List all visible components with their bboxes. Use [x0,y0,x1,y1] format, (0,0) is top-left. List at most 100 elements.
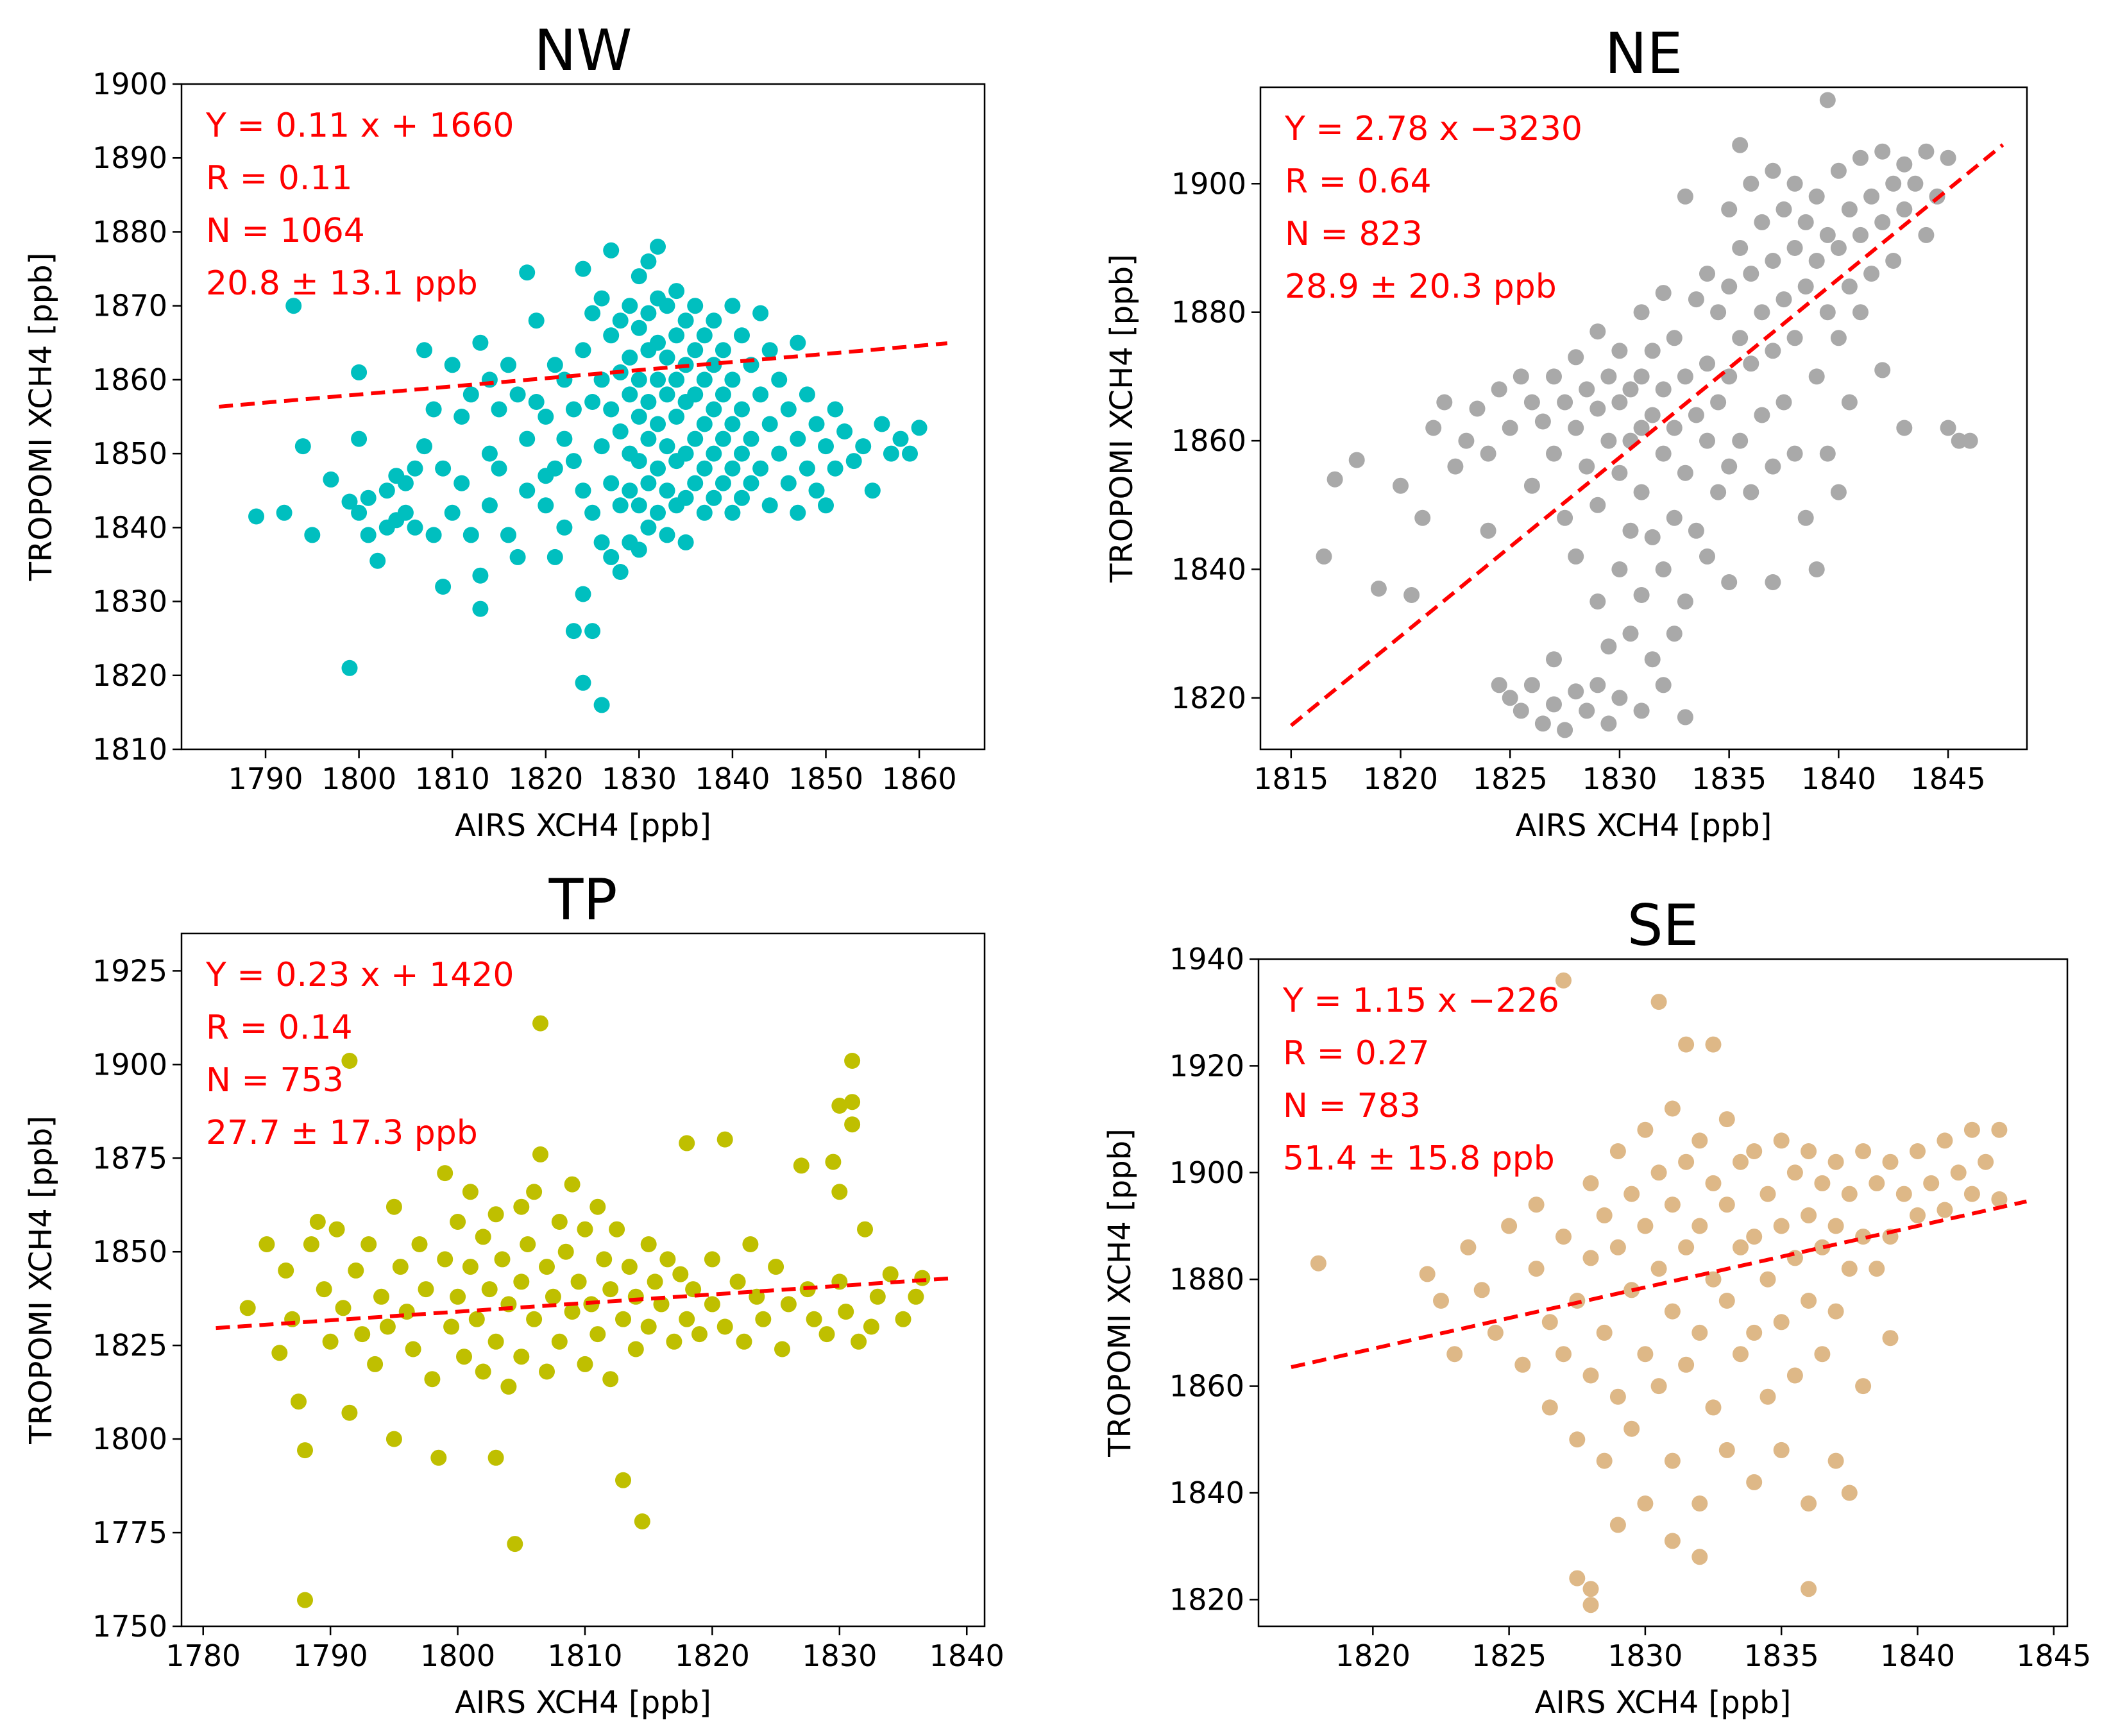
data-point [640,519,657,536]
data-point [291,1393,307,1410]
data-point [500,527,516,543]
x-tick-label: 1815 [1253,762,1328,796]
data-point [696,327,713,344]
data-point [1841,278,1858,295]
data-point [1568,683,1584,700]
data-point [1786,445,1803,462]
data-point [547,549,563,565]
data-point [687,386,704,403]
x-tick-label: 1820 [1335,1638,1411,1673]
data-point [1841,1261,1858,1277]
data-point [1600,638,1617,655]
y-tick-label: 1800 [92,1422,167,1456]
x-tick-label: 1840 [1880,1638,1955,1673]
data-point [715,475,731,491]
data-point [1664,1533,1681,1549]
data-point [1841,201,1858,217]
data-point [593,290,610,307]
data-point [1569,1570,1586,1587]
x-tick-label: 1845 [2016,1638,2091,1673]
data-point [1705,1175,1722,1191]
data-point [1773,1132,1790,1149]
scatter-points [248,239,928,713]
data-point [1528,1196,1545,1213]
data-point [1710,484,1727,500]
data-point [1523,677,1540,694]
data-point [1596,1207,1613,1223]
data-point [1611,690,1628,706]
data-point [882,1266,899,1282]
data-point [1637,1495,1654,1512]
y-axis-label: TROPOMI XCH4 [ppb] [23,253,59,582]
data-point [1699,355,1715,372]
data-point [1664,1303,1681,1320]
data-point [790,504,806,521]
data-point [1814,1346,1831,1363]
data-point [1691,1218,1708,1234]
data-point [1718,1196,1735,1213]
data-point [1895,1186,1912,1202]
data-point [341,1404,358,1421]
data-point [1797,509,1814,526]
data-point [1473,1282,1490,1298]
data-point [584,623,601,640]
stats-annotation: 20.8 ± 13.1 ppb [206,264,478,303]
data-point [1743,484,1759,500]
data-point [360,1236,377,1252]
data-point [1743,266,1759,282]
data-point [1765,458,1781,475]
data-point [736,1333,752,1350]
data-point [472,567,489,584]
data-point [351,364,368,380]
plot-frame [1257,958,2069,1628]
data-point [1765,253,1781,269]
data-point [1718,1111,1735,1128]
data-point [348,1262,364,1279]
data-point [818,497,834,514]
data-point [1403,587,1420,603]
data-point [1622,522,1639,539]
data-point [602,1281,619,1298]
data-point [1546,368,1562,385]
data-point [631,453,647,470]
data-point [386,1198,402,1215]
data-point [379,1318,396,1335]
data-point [1633,368,1650,385]
data-point [650,371,666,388]
data-point [373,1288,389,1305]
data-point [1923,1175,1940,1191]
data-point [743,430,759,447]
data-point [1776,201,1792,217]
data-point [659,482,675,499]
data-point [1786,240,1803,256]
data-point [462,1184,479,1200]
data-point [1568,420,1584,436]
data-point [1896,201,1913,217]
x-tick-label: 1830 [1582,762,1657,796]
data-point [1637,1346,1654,1363]
stats-annotation: Y = 2.78 x −3230 [1284,110,1582,148]
data-point [1963,1186,1980,1202]
data-point [303,1236,319,1252]
data-point [640,430,657,447]
x-tick-label: 1835 [1691,762,1767,796]
data-point [666,1333,682,1350]
data-point [883,445,899,462]
data-point [1600,368,1617,385]
fit-line [1291,1199,2027,1369]
y-tick-label: 1750 [92,1609,167,1644]
data-point [650,334,666,351]
data-point [1480,445,1496,462]
data-point [1754,407,1770,423]
data-point [729,1273,746,1290]
data-point [752,460,769,477]
data-point [1732,137,1749,153]
data-point [1827,1218,1844,1234]
data-point [724,504,741,521]
y-tick-label: 1920 [1169,1048,1244,1083]
panel-title: NW [534,17,632,83]
panel-title: NE [1605,21,1682,87]
data-point [1589,323,1606,340]
data-point [271,1345,288,1361]
data-point [397,475,414,491]
